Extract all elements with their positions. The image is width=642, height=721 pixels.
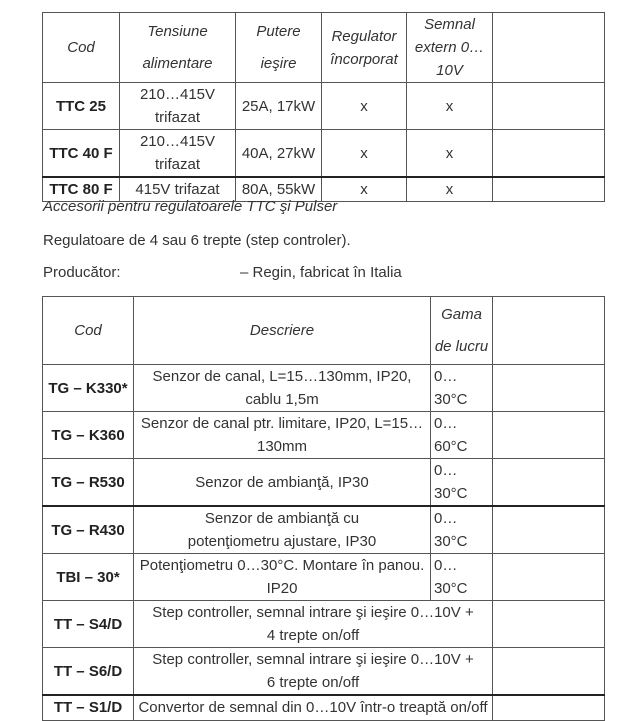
cell-cod: TBI – 30* (42, 553, 134, 601)
cell-cod: TT – S6/D (42, 647, 134, 696)
cell-descriere: Senzor de canal, L=15…130mm, IP20, cablu… (133, 364, 431, 412)
table-row: TTC 25 210…415V trifazat 25A, 17kW x x (42, 82, 605, 130)
header-gama: Gama de lucru (430, 296, 493, 365)
cell-descriere: Senzor de ambianţă cu potenţiometru ajus… (133, 505, 431, 554)
cell-descriere: Step controller, semnal intrare şi ieşir… (133, 647, 493, 696)
table-row: TT – S4/D Step controller, semnal intrar… (42, 600, 605, 648)
cell-descriere: Senzor de canal ptr. limitare, IP20, L=1… (133, 411, 431, 459)
cell-semnal: x (406, 176, 493, 202)
cell-cod: TT – S4/D (42, 600, 134, 648)
producer-label: Producător: (43, 264, 121, 281)
cell-gama: 0…60°C (430, 411, 493, 459)
cell-cod: TG – K330* (42, 364, 134, 412)
table-row: TTC 80 F 415V trifazat 80A, 55kW x x (42, 176, 605, 202)
cell-cod: TG – R530 (42, 458, 134, 507)
accessories-table: Cod Descriere Gama de lucru TG – K330* S… (42, 296, 605, 721)
header-putere: Putere ieşire (235, 12, 322, 83)
cell-cod: TG – K360 (42, 411, 134, 459)
cell-regulator: x (321, 176, 407, 202)
cell-semnal: x (406, 82, 493, 130)
cell-regulator: x (321, 129, 407, 178)
cell-empty (492, 694, 605, 721)
intro-text: Regulatoare de 4 sau 6 trepte (step cont… (43, 232, 351, 249)
cell-tensiune: 210…415V trifazat (119, 129, 236, 178)
cell-putere: 25A, 17kW (235, 82, 322, 130)
cell-cod: TG – R430 (42, 505, 134, 554)
table-row: TG – R530 Senzor de ambianţă, IP30 0…30°… (42, 458, 605, 507)
ttc-table: Cod Tensiune alimentare Putere ieşire Re… (42, 12, 605, 202)
cell-descriere: Potenţiometru 0…30°C. Montare în panou. … (133, 553, 431, 601)
cell-empty (492, 553, 605, 601)
header-cod: Cod (42, 296, 134, 365)
cell-tensiune: 415V trifazat (119, 176, 236, 202)
header-empty (492, 12, 605, 83)
cell-semnal: x (406, 129, 493, 178)
cell-regulator: x (321, 82, 407, 130)
header-cod: Cod (42, 12, 120, 83)
cell-empty (492, 176, 605, 202)
cell-cod: TT – S1/D (42, 694, 134, 721)
header-regulator: Regulator încorporat (321, 12, 407, 83)
cell-descriere: Step controller, semnal intrare şi ieşir… (133, 600, 493, 648)
cell-empty (492, 411, 605, 459)
cell-cod: TTC 40 F (42, 129, 120, 178)
cell-cod: TTC 80 F (42, 176, 120, 202)
table-caption: Accesorii pentru regulatoarele TTC şi Pu… (43, 198, 338, 215)
producer-value: – Regin, fabricat în Italia (240, 264, 402, 281)
cell-tensiune: 210…415V trifazat (119, 82, 236, 130)
cell-gama: 0…30°C (430, 364, 493, 412)
header-tensiune: Tensiune alimentare (119, 12, 236, 83)
cell-empty (492, 458, 605, 507)
cell-empty (492, 647, 605, 696)
cell-gama: 0…30°C (430, 458, 493, 507)
table-row: TT – S1/D Convertor de semnal din 0…10V … (42, 694, 605, 721)
cell-empty (492, 600, 605, 648)
cell-empty (492, 364, 605, 412)
table-row: TBI – 30* Potenţiometru 0…30°C. Montare … (42, 553, 605, 601)
header-semnal: Semnal extern 0…10V (406, 12, 493, 83)
cell-gama: 0…30°C (430, 553, 493, 601)
cell-putere: 40A, 27kW (235, 129, 322, 178)
cell-gama: 0…30°C (430, 505, 493, 554)
cell-descriere: Senzor de ambianţă, IP30 (133, 458, 431, 507)
table-row: TT – S6/D Step controller, semnal intrar… (42, 647, 605, 696)
cell-empty (492, 129, 605, 178)
table-row: TG – K330* Senzor de canal, L=15…130mm, … (42, 364, 605, 412)
cell-empty (492, 82, 605, 130)
cell-cod: TTC 25 (42, 82, 120, 130)
table-row: TG – K360 Senzor de canal ptr. limitare,… (42, 411, 605, 459)
table-row: TG – R430 Senzor de ambianţă cu potenţio… (42, 505, 605, 554)
table-row: TTC 40 F 210…415V trifazat 40A, 27kW x x (42, 129, 605, 178)
cell-empty (492, 505, 605, 554)
header-descriere: Descriere (133, 296, 431, 365)
cell-descriere: Convertor de semnal din 0…10V într-o tre… (133, 694, 493, 721)
header-empty (492, 296, 605, 365)
